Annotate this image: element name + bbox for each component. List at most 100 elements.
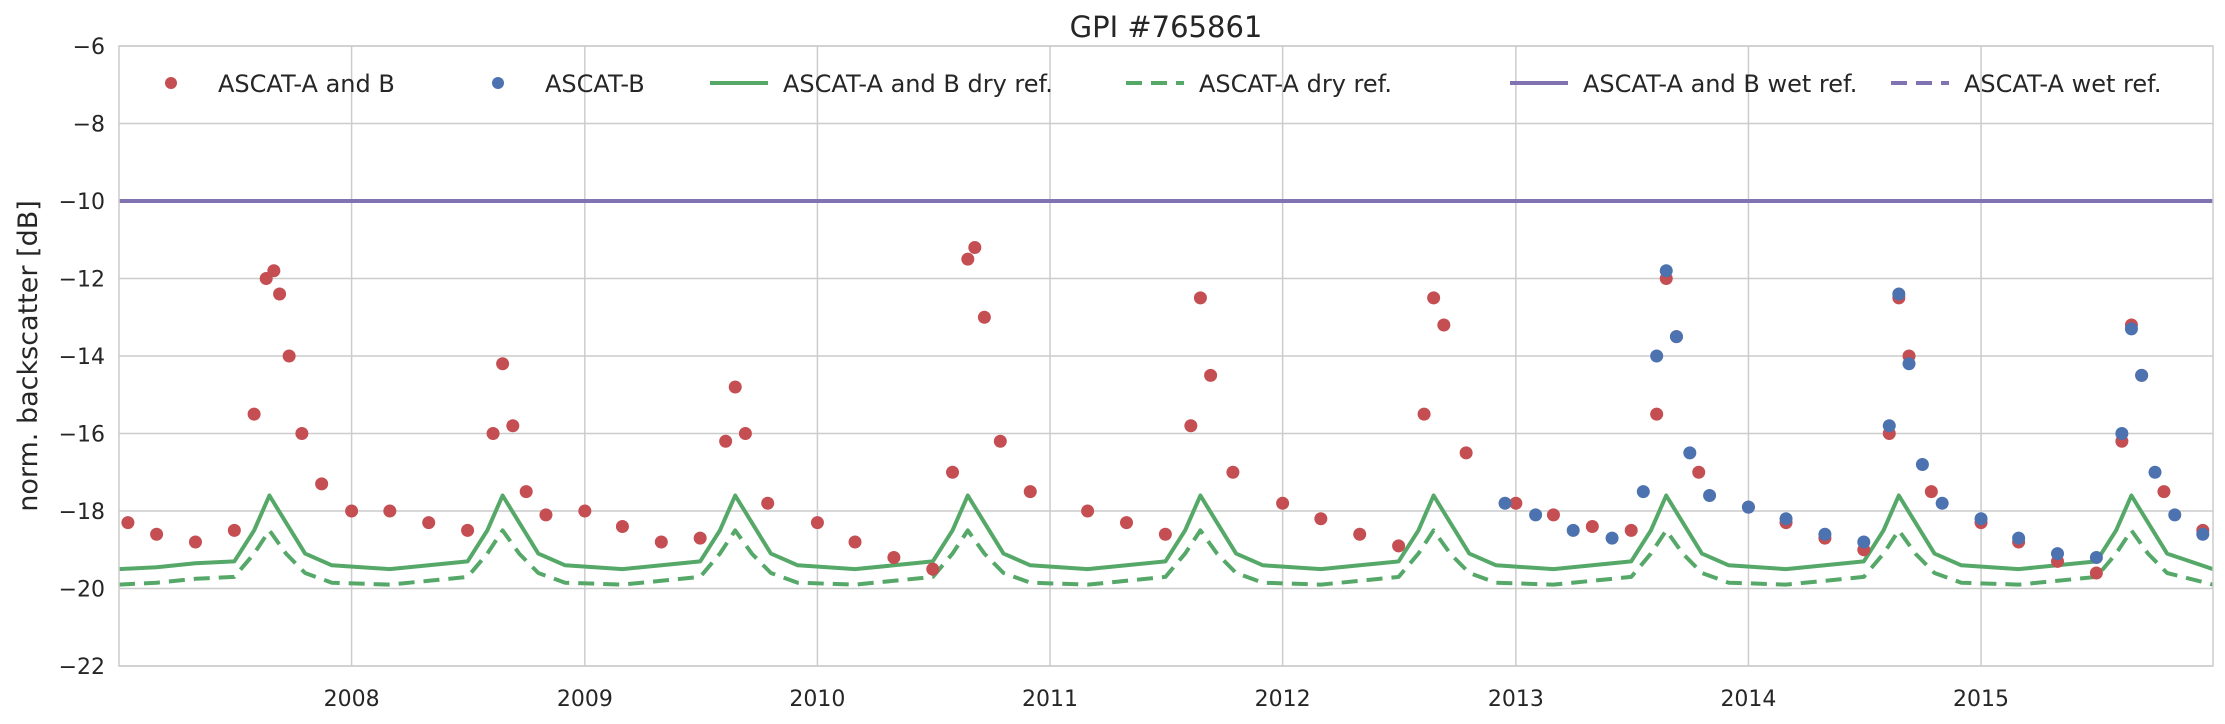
data-point (2168, 508, 2182, 522)
x-tick-label: 2013 (1488, 687, 1544, 712)
data-point (1353, 527, 1367, 541)
data-point (188, 535, 202, 549)
data-point (1204, 368, 1218, 382)
x-tick-label: 2010 (789, 687, 845, 712)
series-3 (118, 528, 2214, 587)
legend-entry: ASCAT-A and B dry ref. (710, 70, 1053, 98)
data-point (1437, 318, 1451, 332)
data-point (1081, 504, 1095, 518)
data-point (2157, 485, 2171, 499)
data-point (693, 531, 707, 545)
data-point (578, 504, 592, 518)
data-point (121, 516, 135, 530)
data-point (1892, 287, 1906, 301)
data-point (2051, 547, 2065, 561)
data-point (383, 504, 397, 518)
data-point (2148, 465, 2162, 479)
data-point (227, 523, 241, 537)
y-tick-label: −14 (59, 345, 105, 370)
data-point (1314, 512, 1328, 526)
legend-label: ASCAT-A wet ref. (1964, 70, 2161, 98)
data-point (1915, 458, 1929, 471)
data-point (273, 287, 287, 301)
data-point (1193, 291, 1207, 305)
data-point (282, 349, 296, 363)
data-point (2115, 427, 2129, 440)
data-point (738, 427, 752, 440)
y-tick-label: −16 (59, 423, 105, 448)
data-point (615, 520, 629, 533)
data-point (1683, 446, 1697, 460)
legend-marker (165, 77, 177, 89)
data-point (719, 434, 733, 448)
y-tick-label: −18 (59, 500, 105, 525)
x-tick-label: 2012 (1255, 687, 1311, 712)
series-1 (1498, 264, 2210, 564)
data-point (728, 380, 742, 394)
data-point (968, 241, 982, 254)
data-point (1158, 527, 1172, 541)
data-point (506, 419, 520, 433)
data-point (539, 508, 553, 522)
data-point (461, 523, 475, 537)
data-point (1427, 291, 1441, 305)
x-tick-label: 2011 (1022, 687, 1078, 712)
legend-marker (492, 77, 504, 89)
legend-label: ASCAT-A dry ref. (1199, 70, 1392, 98)
legend-entry: ASCAT-A and B (165, 70, 395, 98)
legend-label: ASCAT-A and B dry ref. (783, 70, 1053, 98)
data-point (977, 310, 991, 324)
y-tick-label: −6 (73, 35, 105, 60)
legend-entry: ASCAT-A and B wet ref. (1510, 70, 1857, 98)
data-point (1605, 531, 1619, 545)
legend: ASCAT-A and B ASCAT-B ASCAT-A and B dry re… (165, 70, 2161, 98)
x-tick-label: 2008 (324, 687, 380, 712)
data-point (1509, 496, 1523, 510)
y-tick-labels: −22 −20 −18 −16 −14 −12 −10 −8 −6 (59, 35, 105, 680)
x-tick-labels: 2008 2009 2010 2011 2012 2013 2014 2015 (324, 687, 2009, 712)
data-point (1902, 357, 1916, 371)
series-layer (118, 199, 2214, 587)
data-point (2012, 531, 2026, 545)
data-point (810, 516, 824, 530)
data-point (486, 427, 500, 440)
data-point (1924, 485, 1938, 499)
x-tick-label: 2009 (557, 687, 613, 712)
y-tick-label: −12 (59, 268, 105, 293)
legend-label: ASCAT-A and B (218, 70, 395, 98)
data-point (1669, 330, 1683, 344)
series-line (118, 528, 2214, 587)
data-point (761, 496, 775, 510)
y-axis-label: norm. backscatter [dB] (13, 200, 44, 512)
data-point (1703, 489, 1717, 502)
x-tick-label: 2014 (1720, 687, 1776, 712)
legend-label: ASCAT-A and B wet ref. (1583, 70, 1857, 98)
data-point (1741, 500, 1755, 514)
data-point (1276, 496, 1290, 510)
data-point (295, 427, 309, 440)
data-point (1417, 407, 1431, 421)
data-point (1818, 527, 1832, 541)
y-tick-label: −22 (59, 655, 105, 680)
data-point (1226, 465, 1240, 479)
plot-frame (118, 45, 2214, 667)
data-point (926, 562, 940, 576)
data-point (1636, 485, 1650, 499)
data-point (1585, 520, 1599, 533)
data-point (961, 252, 975, 266)
data-point (267, 264, 281, 278)
data-point (2196, 527, 2210, 541)
data-point (1779, 512, 1793, 526)
series-2 (118, 493, 2214, 572)
y-tick-label: −10 (59, 190, 105, 215)
legend-entry: ASCAT-A wet ref. (1891, 70, 2161, 98)
data-point (247, 407, 261, 421)
data-point (1119, 516, 1133, 530)
data-point (1546, 508, 1560, 522)
data-point (1498, 496, 1512, 510)
legend-label: ASCAT-B (545, 70, 645, 98)
data-point (2089, 551, 2103, 564)
x-tick-label: 2015 (1953, 687, 2009, 712)
data-point (1566, 523, 1580, 537)
